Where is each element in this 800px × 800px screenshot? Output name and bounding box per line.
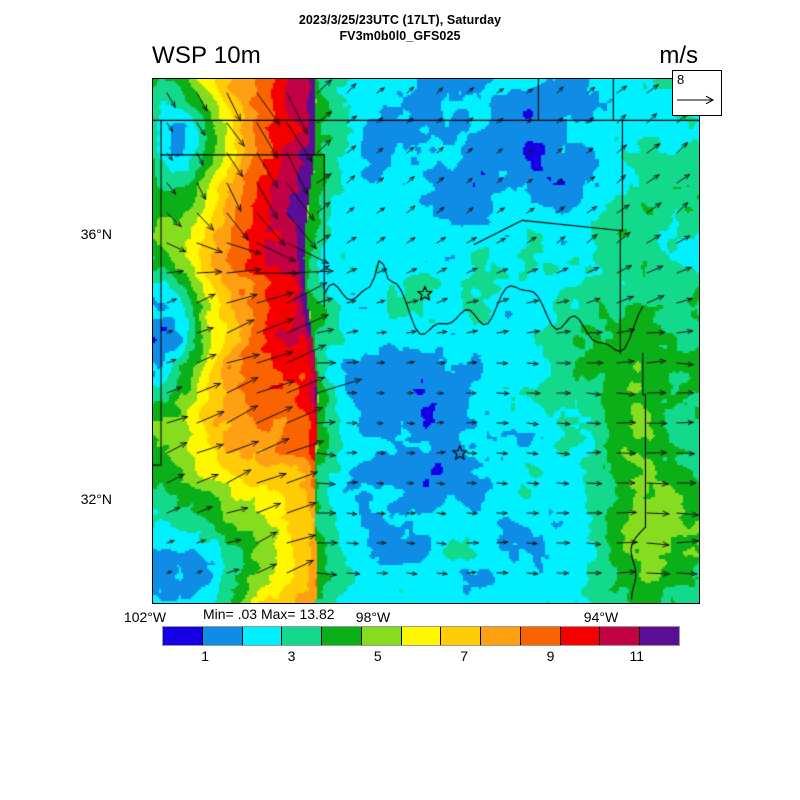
colorbar-segment-5 xyxy=(361,627,402,645)
colorbar-segment-1 xyxy=(202,627,243,645)
lat-label-36n: 36°N xyxy=(80,226,112,242)
colorbar-segment-8 xyxy=(481,627,521,645)
reference-wind-arrow-icon xyxy=(677,95,715,105)
windspeed-shaded-field xyxy=(153,79,699,603)
vector-key-magnitude: 8 xyxy=(677,72,685,87)
colorbar-tick-11: 11 xyxy=(629,648,645,664)
colorbar[interactable] xyxy=(162,626,680,646)
colorbar-tick-9: 9 xyxy=(546,648,555,664)
lon-label-94w: 94°W xyxy=(583,609,619,625)
wind-vector-key: 8 xyxy=(672,70,722,116)
wind-speed-map[interactable] xyxy=(152,78,700,604)
colorbar-segment-2 xyxy=(242,627,283,645)
colorbar-segment-10 xyxy=(560,627,601,645)
page-title: WSP 10m xyxy=(152,42,261,69)
lon-label-102w: 102°W xyxy=(123,609,167,625)
units-label: m/s xyxy=(659,42,698,69)
colorbar-segments[interactable] xyxy=(162,626,680,646)
header-model: FV3m0b0l0_GFS025 xyxy=(339,29,461,43)
header-datetime: 2023/3/25/23UTC (17LT), Saturday xyxy=(298,13,502,27)
colorbar-tick-5: 5 xyxy=(373,648,382,664)
colorbar-segment-9 xyxy=(520,627,561,645)
colorbar-tick-1: 1 xyxy=(201,648,210,664)
colorbar-segment-6 xyxy=(401,627,442,645)
colorbar-segment-0 xyxy=(163,627,203,645)
colorbar-segment-7 xyxy=(441,627,482,645)
colorbar-segment-4 xyxy=(322,627,362,645)
colorbar-segment-3 xyxy=(282,627,323,645)
colorbar-tick-3: 3 xyxy=(287,648,296,664)
colorbar-tick-7: 7 xyxy=(460,648,469,664)
lat-label-32n: 32°N xyxy=(80,491,112,507)
lon-label-98w: 98°W xyxy=(355,609,391,625)
statistics-minmax: Min= .03 Max= 13.82 xyxy=(203,606,335,622)
colorbar-segment-11 xyxy=(600,627,641,645)
colorbar-segment-12 xyxy=(640,627,679,645)
